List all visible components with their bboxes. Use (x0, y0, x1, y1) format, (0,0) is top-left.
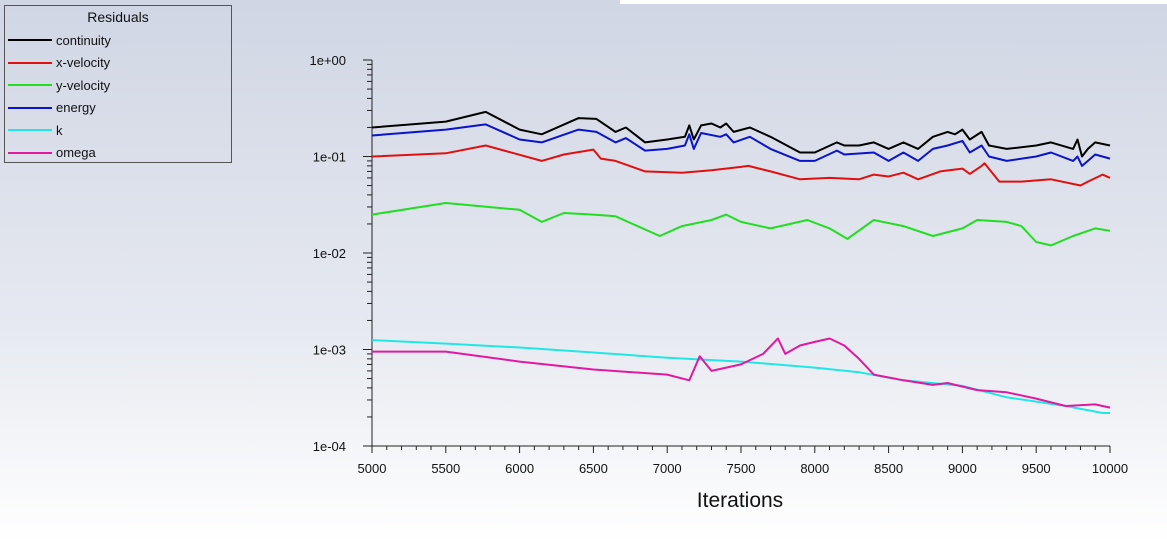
x-tick-label: 8000 (800, 461, 829, 476)
legend-title: Residuals (87, 9, 149, 25)
series-line-k (371, 339, 1110, 414)
legend-swatch (8, 151, 52, 154)
y-tick-label: 1e+00 (309, 53, 346, 68)
series-line-energy (371, 123, 1111, 167)
series-line-y-velocity (371, 202, 1111, 247)
legend-label: x-velocity (56, 55, 111, 71)
series-line-omega (372, 337, 1111, 409)
legend-item-y-velocity: y-velocity (5, 74, 231, 97)
legend-label: omega (56, 145, 96, 161)
legend-item-continuity: continuity (5, 29, 231, 52)
x-tick-label: 5000 (358, 461, 387, 476)
legend-swatch (8, 129, 52, 132)
legend-label: k (56, 122, 63, 138)
legend-item-x-velocity: x-velocity (5, 52, 231, 75)
legend-swatch (8, 84, 52, 87)
y-tick-label: 1e-02 (313, 246, 346, 261)
legend-swatch (8, 106, 52, 109)
y-tick-label: 1e-01 (313, 150, 346, 165)
legend-item-energy: energy (5, 97, 231, 120)
legend-swatch (8, 61, 52, 64)
x-tick-label: 6000 (505, 461, 534, 476)
x-tick-label: 7500 (727, 461, 756, 476)
x-tick-label: 8500 (874, 461, 903, 476)
series-line-x-velocity (371, 144, 1111, 187)
legend-swatch (8, 39, 52, 42)
x-tick-label: 7000 (653, 461, 682, 476)
x-tick-label: 10000 (1092, 461, 1128, 476)
window-strip (620, 0, 1167, 4)
series-line-continuity (371, 110, 1111, 158)
legend-label: y-velocity (56, 77, 111, 93)
x-tick-label: 6500 (579, 461, 608, 476)
x-tick-label: 9500 (1022, 461, 1051, 476)
legend-item-k: k (5, 119, 231, 142)
x-axis-label: Iterations (697, 489, 783, 512)
legend: Residuals continuity x-velocity y-velocity… (4, 5, 232, 163)
legend-label: continuity (56, 32, 111, 48)
x-tick-label: 9000 (948, 461, 977, 476)
y-tick-label: 1e-04 (313, 439, 346, 454)
legend-item-omega: omega (5, 142, 231, 165)
y-tick-label: 1e-03 (313, 343, 346, 358)
legend-label: energy (56, 100, 96, 116)
x-tick-label: 5500 (431, 461, 460, 476)
